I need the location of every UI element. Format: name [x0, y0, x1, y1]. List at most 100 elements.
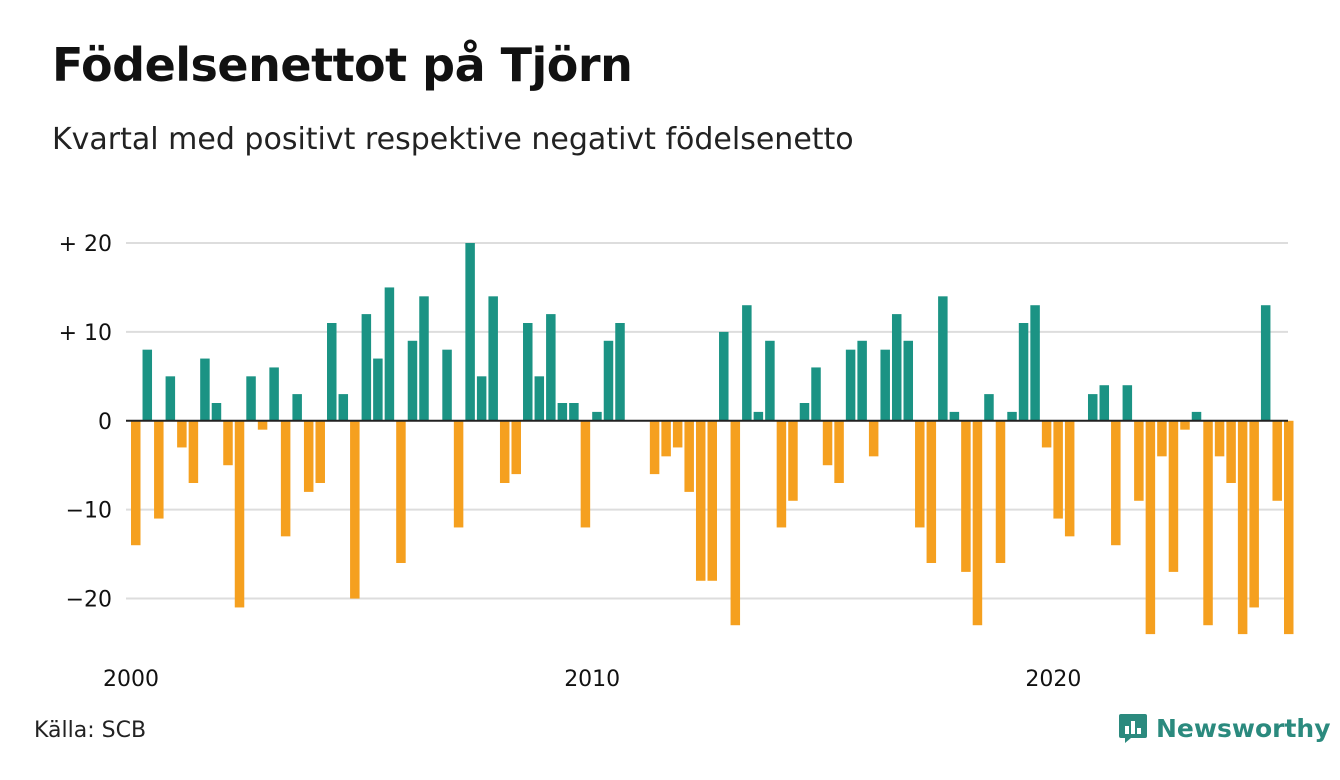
bar	[165, 376, 176, 421]
bar	[1180, 420, 1190, 430]
y-tick-label: + 10	[59, 321, 112, 346]
bar	[903, 340, 914, 421]
bar	[257, 420, 268, 430]
bar	[373, 358, 383, 421]
bar	[177, 420, 187, 448]
x-tick-label: 2000	[103, 667, 159, 692]
y-tick-label: −20	[66, 588, 112, 613]
bar	[868, 420, 879, 457]
bar	[476, 376, 487, 421]
bar	[995, 420, 1006, 563]
bar	[1041, 420, 1052, 448]
bar	[384, 287, 395, 421]
bar	[315, 420, 325, 483]
bar	[984, 394, 994, 421]
bar-chart: + 20 + 10 0 −10 −20 2000 2010 2020	[59, 232, 1294, 692]
bar	[765, 340, 775, 421]
bar	[269, 367, 279, 421]
bar	[822, 420, 833, 466]
bar	[1030, 305, 1040, 421]
bar	[845, 349, 856, 421]
bar	[1168, 420, 1179, 572]
bar	[407, 340, 418, 421]
bar	[142, 349, 153, 421]
bar	[661, 420, 671, 457]
bar	[834, 420, 844, 483]
bar	[523, 323, 533, 421]
bar	[1214, 420, 1225, 457]
bar	[915, 420, 925, 528]
bar	[753, 411, 764, 421]
bar	[419, 296, 429, 421]
bar	[776, 420, 787, 528]
bar	[557, 403, 568, 421]
bar	[857, 340, 867, 421]
bar	[961, 420, 971, 572]
bar	[534, 376, 545, 421]
bar	[211, 403, 222, 421]
bar	[546, 314, 556, 421]
y-tick-label: −10	[66, 499, 112, 524]
bar	[234, 420, 245, 608]
bar	[488, 296, 498, 421]
bar	[188, 420, 199, 483]
bar	[730, 420, 741, 626]
y-tick-label: + 20	[59, 232, 112, 257]
bar	[1284, 420, 1294, 635]
bar	[1203, 420, 1213, 626]
bar	[742, 305, 752, 421]
bar	[1157, 420, 1167, 457]
source-note: Källa: SCB	[34, 718, 147, 743]
bar	[569, 403, 579, 421]
bar	[223, 420, 233, 466]
bar	[327, 323, 337, 421]
bar	[200, 358, 210, 421]
bar	[511, 420, 521, 475]
bar	[1007, 411, 1017, 421]
bar	[788, 420, 798, 501]
bars	[131, 243, 1294, 635]
bar	[1018, 323, 1029, 421]
newsworthy-logo: Newsworthy	[1118, 712, 1331, 744]
bar	[1191, 411, 1202, 421]
y-tick-label: 0	[98, 410, 112, 435]
bar	[246, 376, 256, 421]
bar	[350, 420, 360, 599]
bar	[338, 394, 349, 421]
bar	[880, 349, 890, 421]
bar	[303, 420, 314, 492]
bar	[1122, 385, 1133, 421]
bar	[1237, 420, 1248, 635]
bar	[949, 411, 960, 421]
bar	[1064, 420, 1075, 537]
bar	[580, 420, 591, 528]
axes: + 20 + 10 0 −10 −20 2000 2010 2020	[59, 232, 1288, 692]
x-tick-label: 2010	[564, 667, 620, 692]
bar	[684, 420, 694, 492]
bar	[719, 331, 729, 421]
bar	[707, 420, 717, 581]
bar	[972, 420, 983, 626]
bar	[649, 420, 660, 475]
bar	[799, 403, 810, 421]
x-tick-label: 2020	[1025, 667, 1081, 692]
bar	[396, 420, 406, 563]
chart-subtitle: Kvartal med positivt respektive negativt…	[52, 122, 854, 157]
bar	[811, 367, 821, 421]
bar	[592, 411, 602, 421]
bar	[154, 420, 164, 519]
bar	[1260, 305, 1271, 421]
bar	[1145, 420, 1156, 635]
bar	[499, 420, 510, 483]
newsworthy-chart-icon	[1119, 714, 1147, 743]
bar	[1111, 420, 1121, 546]
bar	[465, 243, 475, 421]
bar	[131, 420, 141, 546]
bar	[1272, 420, 1282, 501]
bar	[938, 296, 948, 421]
bar	[603, 340, 614, 421]
bar	[1134, 420, 1144, 501]
bar	[1053, 420, 1063, 519]
bar	[442, 349, 452, 421]
bar	[615, 323, 625, 421]
